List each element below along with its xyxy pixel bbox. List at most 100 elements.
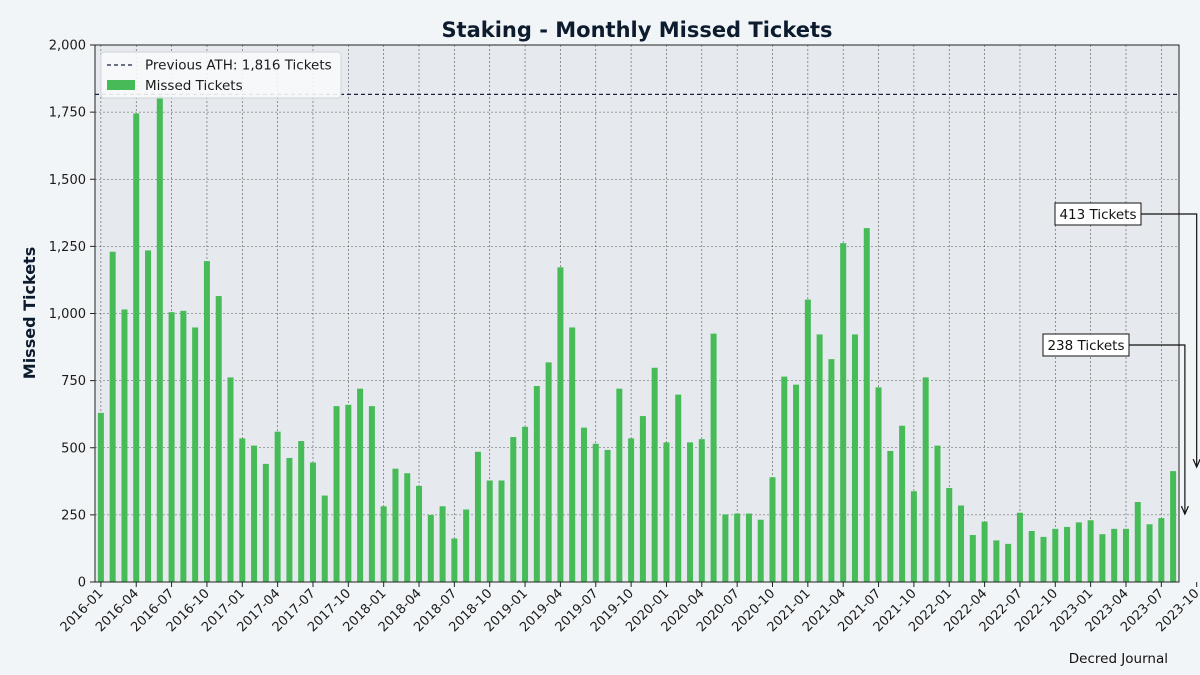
bar-missed-tickets — [262, 463, 269, 582]
bar-missed-tickets — [168, 312, 175, 582]
bar-missed-tickets — [1075, 522, 1082, 582]
bar-missed-tickets — [545, 362, 552, 582]
bar-missed-tickets — [910, 491, 917, 582]
annotation-arrowhead — [1192, 458, 1200, 469]
bar-missed-tickets — [793, 384, 800, 582]
bar-missed-tickets — [580, 427, 587, 582]
bar-missed-tickets — [215, 296, 222, 582]
bar-missed-tickets — [1146, 524, 1153, 582]
bar-missed-tickets — [1134, 501, 1141, 582]
bar-missed-tickets — [1016, 512, 1023, 582]
bar-missed-tickets — [899, 425, 906, 582]
bar-missed-tickets — [486, 480, 493, 582]
bar-missed-tickets — [192, 327, 199, 582]
bar-missed-tickets — [1087, 520, 1094, 582]
bar-missed-tickets — [357, 388, 364, 582]
bar-missed-tickets — [451, 538, 458, 582]
bar-missed-tickets — [757, 519, 764, 582]
bar-missed-tickets — [251, 445, 258, 582]
y-tick-label: 500 — [61, 441, 86, 456]
bar-missed-tickets — [380, 506, 387, 582]
bar-missed-tickets — [345, 404, 352, 582]
annotations: 413 Tickets 238 Tickets — [1042, 202, 1200, 516]
bar-missed-tickets — [156, 96, 163, 582]
bar-missed-tickets — [958, 505, 965, 582]
legend: Previous ATH: 1,816 Tickets Missed Ticke… — [100, 51, 342, 99]
bar-missed-tickets — [840, 243, 847, 582]
bar-missed-tickets — [109, 251, 116, 582]
bar-missed-tickets — [616, 388, 623, 582]
bar-missed-tickets — [274, 431, 281, 582]
bar-missed-tickets — [769, 477, 776, 582]
annotation-arrow — [1141, 213, 1198, 467]
bar-missed-tickets — [1111, 528, 1118, 582]
bar-missed-tickets — [557, 267, 564, 582]
bar-missed-tickets — [1052, 528, 1059, 582]
chart-title: Staking - Monthly Missed Tickets — [441, 18, 832, 42]
y-tick-label: 1,500 — [49, 173, 86, 188]
bar-missed-tickets — [392, 468, 399, 582]
bar-missed-tickets — [1028, 530, 1035, 582]
bar-missed-tickets — [97, 412, 104, 582]
bar-missed-tickets — [628, 438, 635, 582]
bar-missed-tickets — [993, 540, 1000, 582]
bar-missed-tickets — [510, 437, 517, 582]
y-tick-label: 2,000 — [49, 39, 86, 54]
legend-label-reference: Previous ATH: 1,816 Tickets — [145, 58, 332, 74]
y-tick-label: 1,250 — [49, 240, 86, 255]
credit-text: Decred Journal — [1069, 651, 1168, 667]
bar-missed-tickets — [875, 387, 882, 582]
y-tick-label: 1,000 — [49, 307, 86, 322]
y-tick-label: 250 — [61, 508, 86, 523]
bar-missed-tickets — [309, 462, 316, 582]
bar-missed-tickets — [569, 327, 576, 582]
bar-missed-tickets — [474, 451, 481, 582]
bar-missed-tickets — [804, 299, 811, 582]
bar-missed-tickets — [368, 406, 375, 582]
legend-bar-swatch — [107, 80, 135, 90]
bar-missed-tickets — [1170, 471, 1177, 582]
bar-missed-tickets — [321, 495, 328, 582]
bar-missed-tickets — [663, 442, 670, 582]
bar-missed-tickets — [463, 509, 470, 582]
bar-missed-tickets — [745, 513, 752, 582]
bar-missed-tickets — [439, 506, 446, 582]
bar-missed-tickets — [404, 473, 411, 582]
legend-label-missed-tickets: Missed Tickets — [145, 78, 243, 94]
bar-missed-tickets — [946, 488, 953, 582]
bar-missed-tickets — [203, 261, 210, 582]
legend-box — [100, 51, 342, 99]
bar-missed-tickets — [121, 309, 128, 582]
bar-missed-tickets — [887, 450, 894, 582]
y-tick-label: 750 — [61, 374, 86, 389]
bar-missed-tickets — [969, 535, 976, 582]
bar-missed-tickets — [498, 480, 505, 582]
bar-missed-tickets — [828, 359, 835, 582]
y-axis-label: Missed Tickets — [20, 247, 39, 379]
bar-missed-tickets — [734, 513, 741, 582]
y-tick-label: 1,750 — [49, 106, 86, 121]
bar-missed-tickets — [133, 113, 140, 582]
bar-missed-tickets — [416, 485, 423, 582]
bar-missed-tickets — [639, 416, 646, 582]
annotation-arrow — [1129, 344, 1186, 514]
bar-missed-tickets — [604, 449, 611, 582]
bar-missed-tickets — [851, 334, 858, 582]
bar-missed-tickets — [922, 377, 929, 582]
bar-missed-tickets — [781, 376, 788, 582]
annotation-label: 413 Tickets — [1059, 207, 1136, 223]
bar-missed-tickets — [1040, 536, 1047, 582]
bar-missed-tickets — [722, 514, 729, 582]
bar-missed-tickets — [651, 367, 658, 582]
bar-missed-tickets — [522, 426, 529, 582]
bar-missed-tickets — [1158, 518, 1165, 582]
bar-missed-tickets — [533, 385, 540, 582]
bar-missed-tickets — [1099, 534, 1106, 582]
bar-missed-tickets — [286, 457, 293, 582]
bar-missed-tickets — [1122, 528, 1129, 582]
annotation-label: 238 Tickets — [1047, 338, 1124, 354]
bar-missed-tickets — [1064, 526, 1071, 582]
bar-missed-tickets — [863, 228, 870, 582]
bars — [97, 96, 1177, 582]
